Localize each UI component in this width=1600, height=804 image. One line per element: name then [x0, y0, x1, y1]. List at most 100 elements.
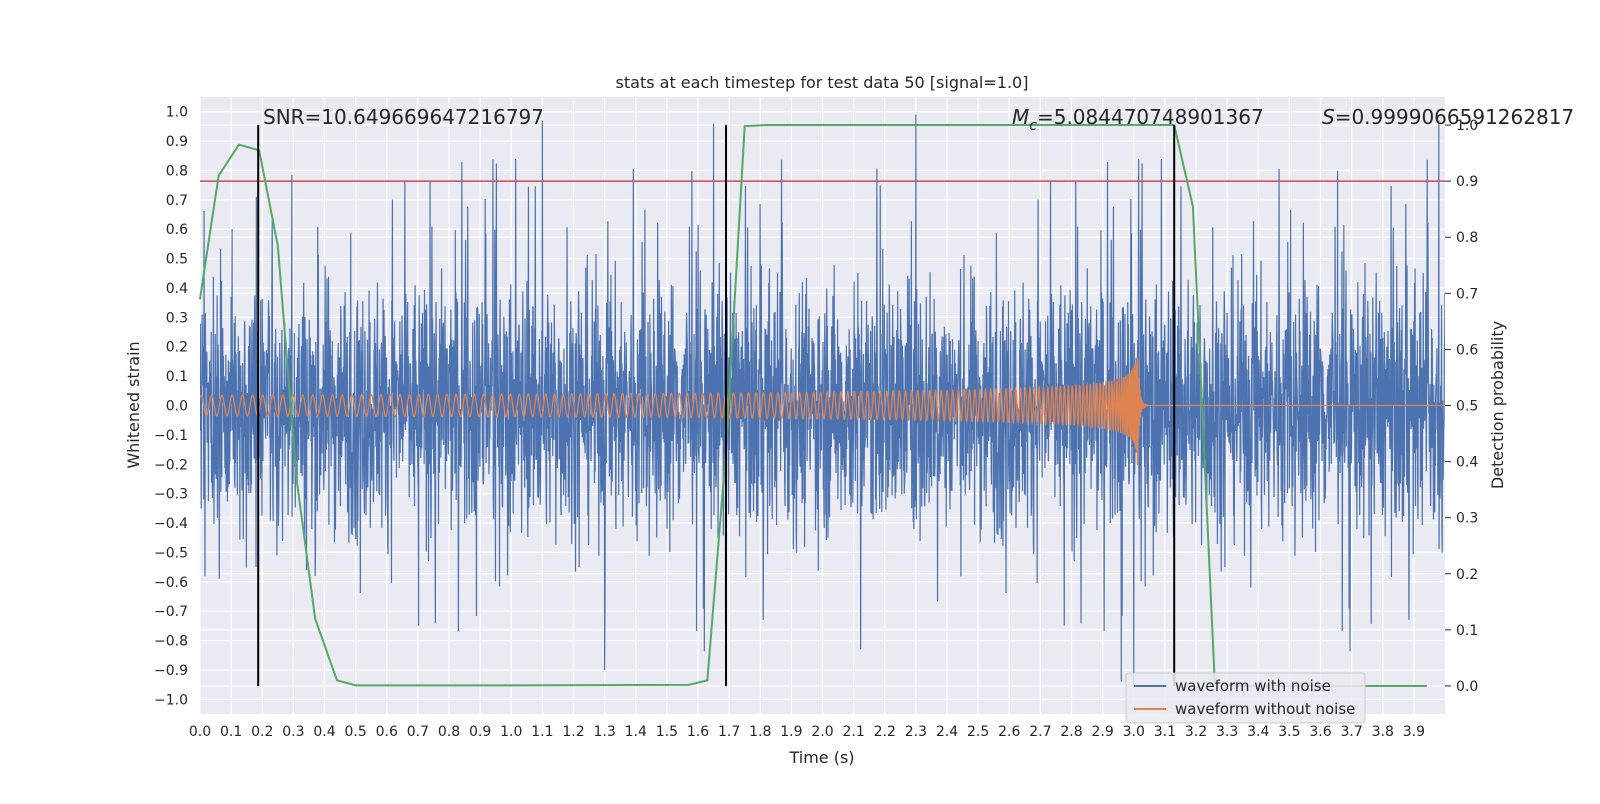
y2-tick-label: 0.8 — [1456, 230, 1478, 246]
x-tick-label: 2.0 — [811, 724, 833, 740]
x-tick-label: 2.5 — [967, 724, 989, 740]
y-tick-label: −0.5 — [154, 545, 188, 561]
x-tick-label: 0.0 — [189, 724, 211, 740]
y-tick-label: 0.9 — [166, 134, 188, 150]
x-tick-label: 1.1 — [531, 724, 553, 740]
legend: waveform with noise waveform without noi… — [1125, 672, 1366, 724]
x-tick-label: 0.5 — [344, 724, 366, 740]
y-tick-label: −0.2 — [154, 457, 188, 473]
score-value: =0.9999066591262817 — [1335, 105, 1574, 129]
y-tick-label: −0.6 — [154, 575, 188, 591]
legend-box — [1125, 672, 1366, 724]
chart-title: stats at each timestep for test data 50 … — [616, 73, 1029, 92]
y-tick-label: −0.8 — [154, 634, 188, 650]
detection-probability-point — [687, 684, 690, 686]
y-tick-label: −0.7 — [154, 604, 188, 620]
score-annotation: S=0.9999066591262817 — [1322, 105, 1574, 129]
x-tick-label: 1.6 — [687, 724, 709, 740]
x-axis-label: Time (s) — [788, 748, 854, 767]
detection-probability-point — [277, 244, 279, 247]
y-tick-label: 0.5 — [166, 252, 188, 268]
y2-tick-label: 0.9 — [1456, 174, 1478, 190]
y-tick-label: 0.0 — [166, 399, 188, 415]
y-tick-label: −1.0 — [154, 692, 188, 708]
x-tick-label: 0.2 — [251, 724, 273, 740]
y2-tick-label: 1.0 — [1456, 118, 1478, 134]
x-tick-label: 3.4 — [1247, 724, 1269, 740]
x-tick-label: 1.8 — [749, 724, 771, 740]
y-tick-label: −0.9 — [154, 663, 188, 679]
axes-layer: 0.0 0.1 0.2 0.3 0.4 0.5 0.6 0.7 0.8 0.9 1.0 1.1 1.2 1… — [154, 105, 1478, 740]
x-tick-label: 1.9 — [780, 724, 802, 740]
x-tick-label: 1.3 — [593, 724, 615, 740]
y-tick-label: −0.4 — [154, 516, 188, 532]
y-tick-label: 1.0 — [166, 105, 188, 121]
detection-probability-point — [743, 125, 746, 127]
detection-probability-point — [1425, 685, 1428, 687]
x-tick-label: 1.7 — [718, 724, 740, 740]
detection-probability-point — [199, 298, 201, 300]
detection-probability-point — [706, 679, 709, 682]
clean-waveform-line — [200, 357, 1445, 466]
y-axis-label: Whitened strain — [124, 341, 143, 468]
x-tick-label: 3.2 — [1185, 724, 1207, 740]
x-tick-label: 1.5 — [656, 724, 678, 740]
y-tick-label: 0.6 — [166, 222, 188, 238]
x-tick-label: 2.1 — [842, 724, 864, 740]
legend-noise-label: waveform with noise — [1175, 677, 1331, 695]
x-tick-label: 0.9 — [469, 724, 491, 740]
legend-clean-label: waveform without noise — [1175, 700, 1355, 718]
score-symbol: S — [1322, 105, 1335, 129]
chirp-mass-value: =5.084470748901367 — [1037, 105, 1264, 129]
detection-probability-point — [765, 124, 768, 126]
x-tick-label: 3.5 — [1278, 724, 1300, 740]
detection-probability-point — [1192, 205, 1194, 208]
y2-axis-label: Detection probability — [1488, 321, 1507, 489]
y2-tick-label: 0.5 — [1456, 399, 1478, 415]
y2-tick-label: 0.1 — [1456, 623, 1478, 639]
y-tick-label: 0.8 — [166, 163, 188, 179]
noisy-waveform-line — [200, 114, 1445, 685]
detection-probability-point — [510, 684, 513, 687]
x-tick-label: 0.3 — [282, 724, 304, 740]
x-tick-label: 3.9 — [1403, 724, 1425, 740]
x-tick-label: 2.7 — [1029, 724, 1051, 740]
y-tick-label: −0.1 — [154, 428, 188, 444]
y2-tick-label: 0.3 — [1456, 511, 1478, 527]
y2-tick-label: 0.0 — [1456, 679, 1478, 695]
y-tick-label: −0.3 — [154, 487, 188, 503]
overlay-layer — [199, 124, 1445, 687]
x-tick-label: 3.8 — [1372, 724, 1394, 740]
series-layer — [200, 114, 1445, 685]
detection-probability-point — [295, 477, 298, 480]
detection-probability-point — [314, 617, 316, 620]
y2-tick-label: 0.7 — [1456, 286, 1478, 302]
y-tick-label: 0.7 — [166, 193, 188, 209]
x-tick-label: 0.8 — [438, 724, 460, 740]
detection-probability-point — [336, 679, 338, 682]
detection-probability-point — [238, 143, 240, 146]
chirp-mass-annotation: Mc=5.084470748901367 — [1012, 105, 1264, 134]
x-tick-label: 1.0 — [500, 724, 522, 740]
x-tick-label: 2.3 — [905, 724, 927, 740]
x-tick-label: 2.2 — [874, 724, 896, 740]
x-tick-label: 2.9 — [1091, 724, 1113, 740]
x-tick-label: 2.6 — [998, 724, 1020, 740]
x-tick-label: 3.6 — [1309, 724, 1331, 740]
x-tick-label: 0.1 — [220, 724, 242, 740]
y-tick-label: 0.1 — [166, 369, 188, 385]
x-tick-label: 3.7 — [1340, 724, 1362, 740]
x-tick-label: 0.6 — [376, 724, 398, 740]
x-tick-label: 3.0 — [1123, 724, 1145, 740]
y2-tick-label: 0.6 — [1456, 342, 1478, 358]
x-tick-label: 0.7 — [407, 724, 429, 740]
x-tick-label: 3.1 — [1154, 724, 1176, 740]
y-tick-label: 0.2 — [166, 340, 188, 356]
y-tick-label: 0.4 — [166, 281, 188, 297]
x-tick-label: 0.4 — [313, 724, 335, 740]
y-tick-label: 0.3 — [166, 310, 188, 326]
x-tick-label: 3.3 — [1216, 724, 1238, 740]
x-tick-label: 2.8 — [1060, 724, 1082, 740]
